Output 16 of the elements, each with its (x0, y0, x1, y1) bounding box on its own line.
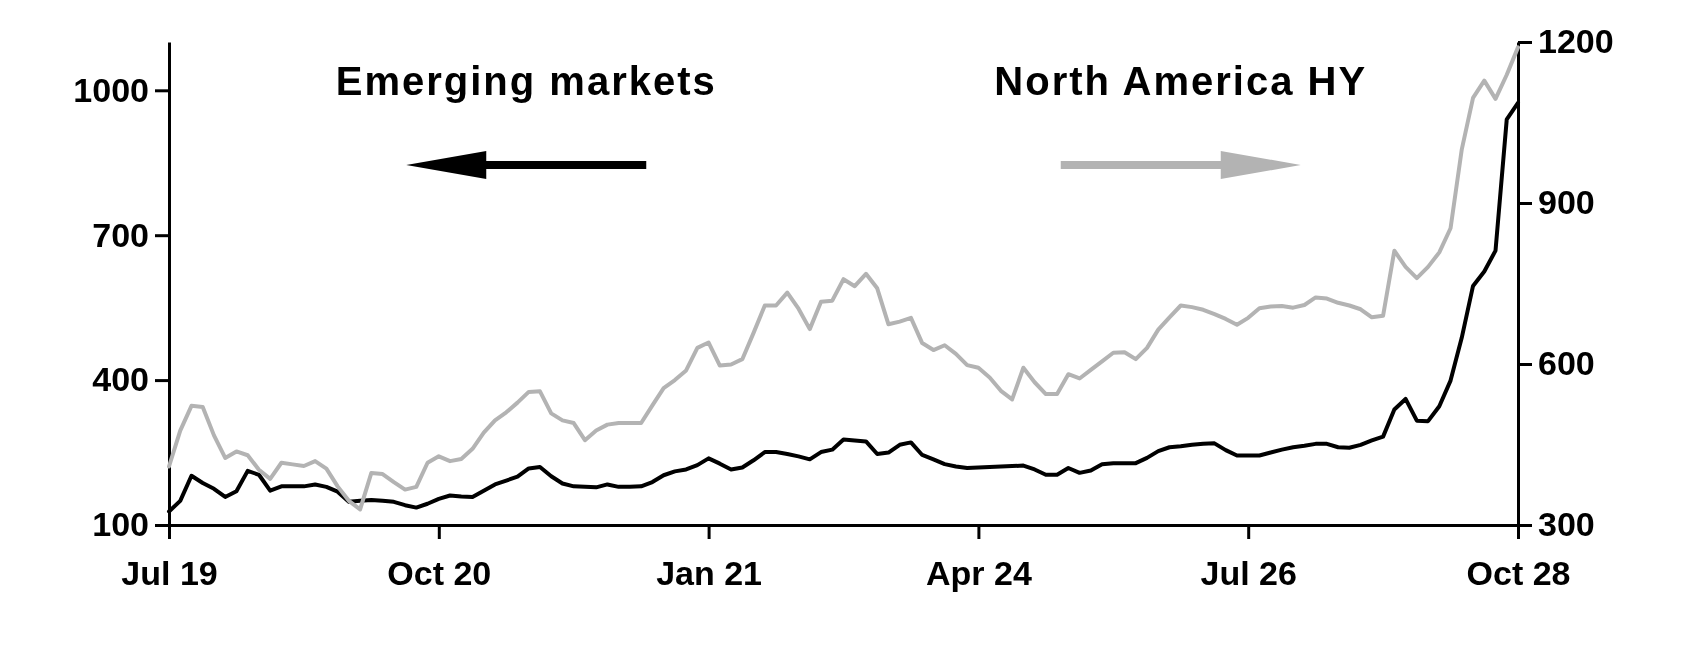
y2-tick-label: 600 (1538, 344, 1595, 383)
text: Emerging markets (335, 59, 717, 103)
y2-tick-label: 1200 (1538, 22, 1614, 61)
y-tick-label: 100 (92, 505, 149, 544)
y2-tick-label: 300 (1538, 505, 1595, 544)
y2-tick-label: 900 (1538, 183, 1595, 222)
x-tick-label: Apr 24 (925, 554, 1032, 593)
y-tick-label: 1000 (73, 70, 149, 109)
x-tick-label: Jul 19 (121, 554, 218, 593)
x-tick-label: Oct 20 (387, 554, 492, 593)
x-tick-label: Oct 28 (1466, 554, 1571, 593)
y-tick-label: 400 (92, 360, 149, 399)
y-tick-label: 700 (92, 215, 149, 254)
text: North America HY (994, 59, 1368, 103)
x-tick-label: Jul 26 (1200, 554, 1297, 593)
x-tick-label: Jan 21 (656, 554, 763, 593)
